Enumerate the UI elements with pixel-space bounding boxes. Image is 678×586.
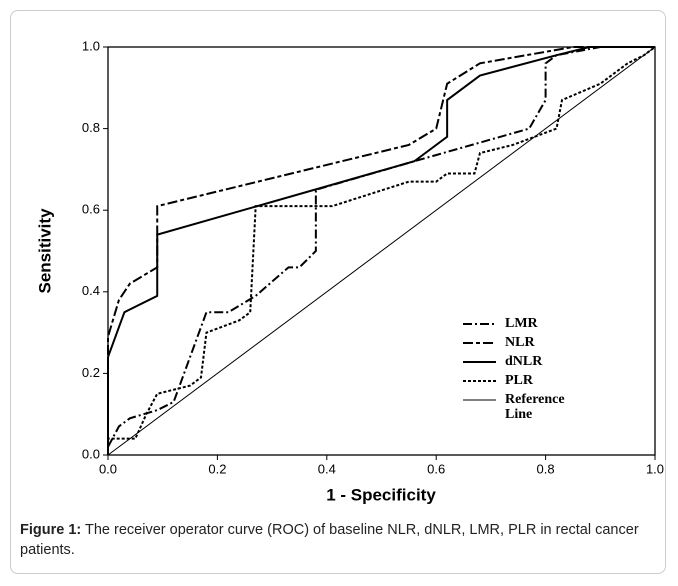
- roc-line: [107, 46, 655, 448]
- legend-label: dNLR: [505, 354, 543, 369]
- plot-frame: [107, 46, 656, 456]
- x-tick-label: 0.6: [427, 461, 445, 476]
- caption: Figure 1: The receiver operator curve (R…: [20, 520, 660, 560]
- y-tick-label: 0.8: [82, 120, 100, 135]
- x-axis-label: 1 - Specificity: [326, 485, 436, 504]
- figure-frame: [10, 10, 666, 574]
- caption-label: Figure 1:: [20, 522, 82, 538]
- y-tick-label: 1.0: [82, 38, 100, 53]
- y-axis-label: Sensitivity: [35, 208, 54, 294]
- legend-label: PLR: [505, 373, 534, 388]
- caption-text: The receiver operator curve (ROC) of bas…: [20, 522, 639, 558]
- roc-line: [107, 46, 655, 455]
- roc-line: [107, 46, 656, 456]
- y-tick-label: 0.6: [82, 202, 100, 217]
- roc-line: [107, 46, 655, 455]
- y-tick-label: 0.4: [82, 283, 100, 298]
- legend-label: LMR: [505, 316, 539, 331]
- x-tick-label: 0.2: [208, 461, 226, 476]
- y-tick-label: 0.2: [82, 365, 100, 380]
- x-tick-label: 0.8: [537, 461, 555, 476]
- roc-line: [107, 46, 656, 455]
- y-tick-label: 0.0: [82, 446, 100, 461]
- x-tick-label: 1.0: [646, 461, 664, 476]
- x-tick-label: 0.0: [99, 461, 117, 476]
- legend-label: NLR: [505, 335, 535, 350]
- legend-label: Reference Line: [505, 392, 565, 422]
- x-tick-label: 0.4: [318, 461, 336, 476]
